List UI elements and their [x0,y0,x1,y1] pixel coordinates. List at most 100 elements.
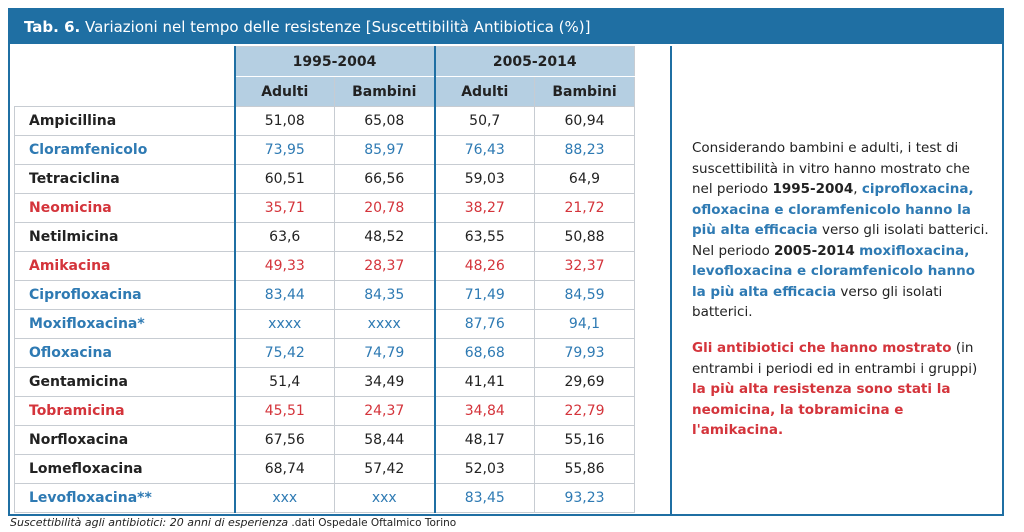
group-header-bambini: Bambini [334,76,435,107]
value-cell: 20,78 [334,193,435,223]
table-row: Tetraciclina 60,51 66,56 59,03 64,9 [14,164,635,194]
susceptibility-table-container: 1995-2004 2005-2014 Adulti Bambini Adult… [14,46,635,513]
note-text: verso gli isolati batterici. [817,222,989,238]
source-caption: Suscettibilità agli antibiotici: 20 anni… [10,516,456,529]
value-cell: 21,72 [534,193,635,223]
value-cell: 41,41 [433,367,535,397]
table-card: Tab. 6. Variazioni nel tempo delle resis… [8,8,1004,516]
resistance-note: Gli antibiotici che hanno mostrato (in e… [692,338,992,441]
value-cell: 55,16 [534,425,635,455]
table-row: Ampicillina 51,08 65,08 50,7 60,94 [14,106,635,136]
note-text: (in entrambi i periodi ed in entrambi i … [692,340,978,377]
table-row: Ofloxacina 75,42 74,79 68,68 79,93 [14,338,635,368]
value-cell: 88,23 [534,135,635,165]
note-period: 1995-2004 [772,181,854,197]
value-cell: 76,43 [433,135,535,165]
caption-title: Suscettibilità agli antibiotici: 20 anni… [10,516,289,529]
table-title-text: Variazioni nel tempo delle resistenze [S… [80,18,591,36]
antibiotic-name: Tetraciclina [14,164,235,194]
value-cell: 94,1 [534,309,635,339]
antibiotic-name: Ciprofloxacina [14,280,235,310]
value-cell: 58,44 [334,425,435,455]
table-row: Lomefloxacina 68,74 57,42 52,03 55,86 [14,454,635,484]
value-cell: xxx [334,483,435,513]
value-cell: 52,03 [433,454,535,484]
table-row: Moxifloxacina* xxxx xxxx 87,76 94,1 [14,309,635,339]
value-cell: 68,68 [433,338,535,368]
value-cell: 73,95 [233,135,335,165]
period-header-row: 1995-2004 2005-2014 [14,46,635,77]
table-row: Tobramicina 45,51 24,37 34,84 22,79 [14,396,635,426]
value-cell: 64,9 [534,164,635,194]
value-cell: 57,42 [334,454,435,484]
value-cell: 83,44 [233,280,335,310]
group-header-adulti: Adulti [433,76,535,107]
value-cell: 67,56 [233,425,335,455]
antibiotic-name: Cloramfenicolo [14,135,235,165]
note-text: verso gli isolati batterici. [692,283,943,321]
antibiotic-name: Amikacina [14,251,235,281]
period-header-1995-2004: 1995-2004 [233,46,435,77]
table-row: Norfloxacina 67,56 58,44 48,17 55,16 [14,425,635,455]
value-cell: xxx [233,483,335,513]
value-cell: 22,79 [534,396,635,426]
value-cell: 48,52 [334,222,435,252]
value-cell: xxxx [233,309,335,339]
value-cell: 84,35 [334,280,435,310]
antibiotic-name: Gentamicina [14,367,235,397]
value-cell: 48,26 [433,251,535,281]
value-cell: 93,23 [534,483,635,513]
value-cell: 50,88 [534,222,635,252]
antibiotic-name: Neomicina [14,193,235,223]
table-title: Tab. 6. Variazioni nel tempo delle resis… [10,10,1002,44]
antibiotic-name: Levofloxacina** [14,483,235,513]
value-cell: xxxx [334,309,435,339]
value-cell: 68,74 [233,454,335,484]
value-cell: 51,08 [233,106,335,136]
value-cell: 48,17 [433,425,535,455]
table-row: Cloramfenicolo 73,95 85,97 76,43 88,23 [14,135,635,165]
antibiotic-name: Norfloxacina [14,425,235,455]
note-text: Nel periodo [692,242,775,259]
value-cell: 75,42 [233,338,335,368]
value-cell: 87,76 [433,309,535,339]
group-header-row: Adulti Bambini Adulti Bambini [14,76,635,107]
value-cell: 29,69 [534,367,635,397]
table-body: Ampicillina 51,08 65,08 50,7 60,94 Cloramfeni… [14,106,635,513]
value-cell: 32,37 [534,251,635,281]
value-cell: 35,71 [233,193,335,223]
value-cell: 45,51 [233,396,335,426]
value-cell: 38,27 [433,193,535,223]
group-header-adulti: Adulti [233,76,335,107]
susceptibility-table: 1995-2004 2005-2014 Adulti Bambini Adult… [14,46,635,513]
empty-header-cell [14,76,235,107]
value-cell: 63,55 [433,222,535,252]
value-cell: 55,86 [534,454,635,484]
antibiotic-name: Lomefloxacina [14,454,235,484]
note-highlight-efficacy: moxifloxacina, levofloxacina e cloramfen… [692,242,975,300]
value-cell: 28,37 [334,251,435,281]
value-cell: 85,97 [334,135,435,165]
table-number: Tab. 6. [24,18,81,36]
table-row: Ciprofloxacina 83,44 84,35 71,49 84,59 [14,280,635,310]
note-text: Considerando bambini e adulti, i test di… [692,140,970,197]
value-cell: 34,84 [433,396,535,426]
value-cell: 71,49 [433,280,535,310]
table-row: Netilmicina 63,6 48,52 63,55 50,88 [14,222,635,252]
value-cell: 84,59 [534,280,635,310]
value-cell: 66,56 [334,164,435,194]
note-text: , [853,181,862,197]
note-highlight-resistance: la più alta resistenza sono stati la neo… [692,381,951,438]
antibiotic-name: Ofloxacina [14,338,235,368]
empty-header-cell [14,46,235,77]
value-cell: 63,6 [233,222,335,252]
value-cell: 60,51 [233,164,335,194]
note-highlight-efficacy: ciprofloxacina, ofloxacina e cloramfenic… [692,181,974,238]
value-cell: 50,7 [433,106,535,136]
value-cell: 49,33 [233,251,335,281]
column-divider [670,46,672,516]
antibiotic-name: Tobramicina [14,396,235,426]
table-row: Gentamicina 51,4 34,49 41,41 29,69 [14,367,635,397]
value-cell: 24,37 [334,396,435,426]
table-row: Amikacina 49,33 28,37 48,26 32,37 [14,251,635,281]
